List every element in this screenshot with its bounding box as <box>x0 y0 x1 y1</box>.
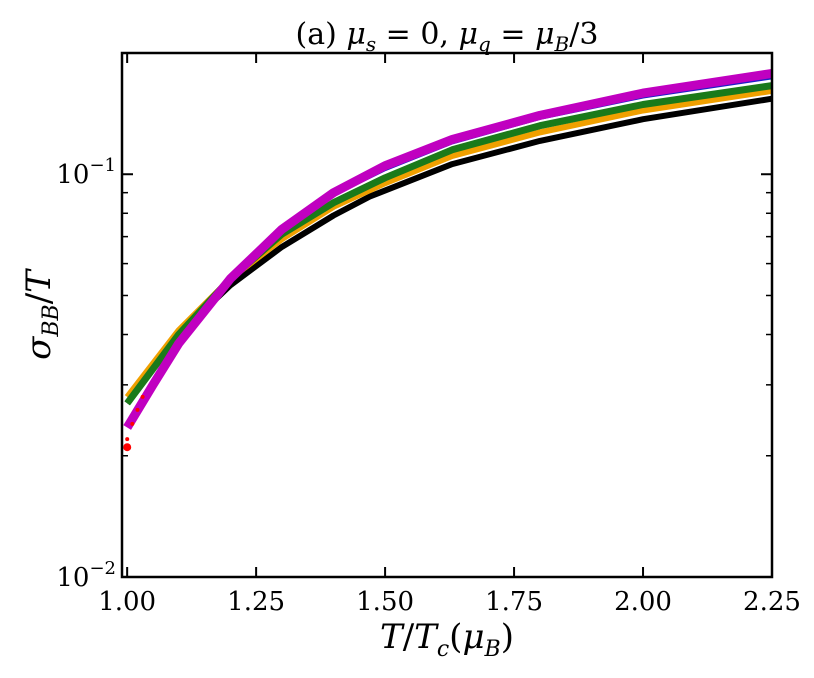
series-line-4 <box>124 82 773 406</box>
x-tick-label: 2.25 <box>743 587 801 617</box>
tick-group: 1.00 1.25 1.50 1.75 2.00 2.25 10−2 10−1 <box>56 52 801 617</box>
y-tick-label: 10−1 <box>56 155 116 190</box>
x-tick-label: 1.75 <box>485 587 543 617</box>
series-group <box>123 68 773 452</box>
series-line-5 <box>123 68 773 430</box>
x-tick-label: 1.50 <box>356 587 414 617</box>
chart-title: (a) μs = 0, μq = μB/3 <box>296 17 599 56</box>
y-tick-label: 10−2 <box>56 558 116 593</box>
data-marker <box>135 407 140 412</box>
x-tick-label: 1.00 <box>98 587 156 617</box>
x-tick-label: 2.00 <box>614 587 672 617</box>
x-tick-label: 1.25 <box>227 587 285 617</box>
y-axis-label: σBB/T <box>19 268 64 360</box>
data-marker <box>123 443 132 452</box>
plot-frame <box>120 51 774 579</box>
data-marker <box>125 437 130 442</box>
data-marker <box>130 421 135 426</box>
data-marker <box>140 394 145 399</box>
series-line-3 <box>125 75 773 425</box>
x-axis-label: T/Tc(μB) <box>380 617 514 662</box>
